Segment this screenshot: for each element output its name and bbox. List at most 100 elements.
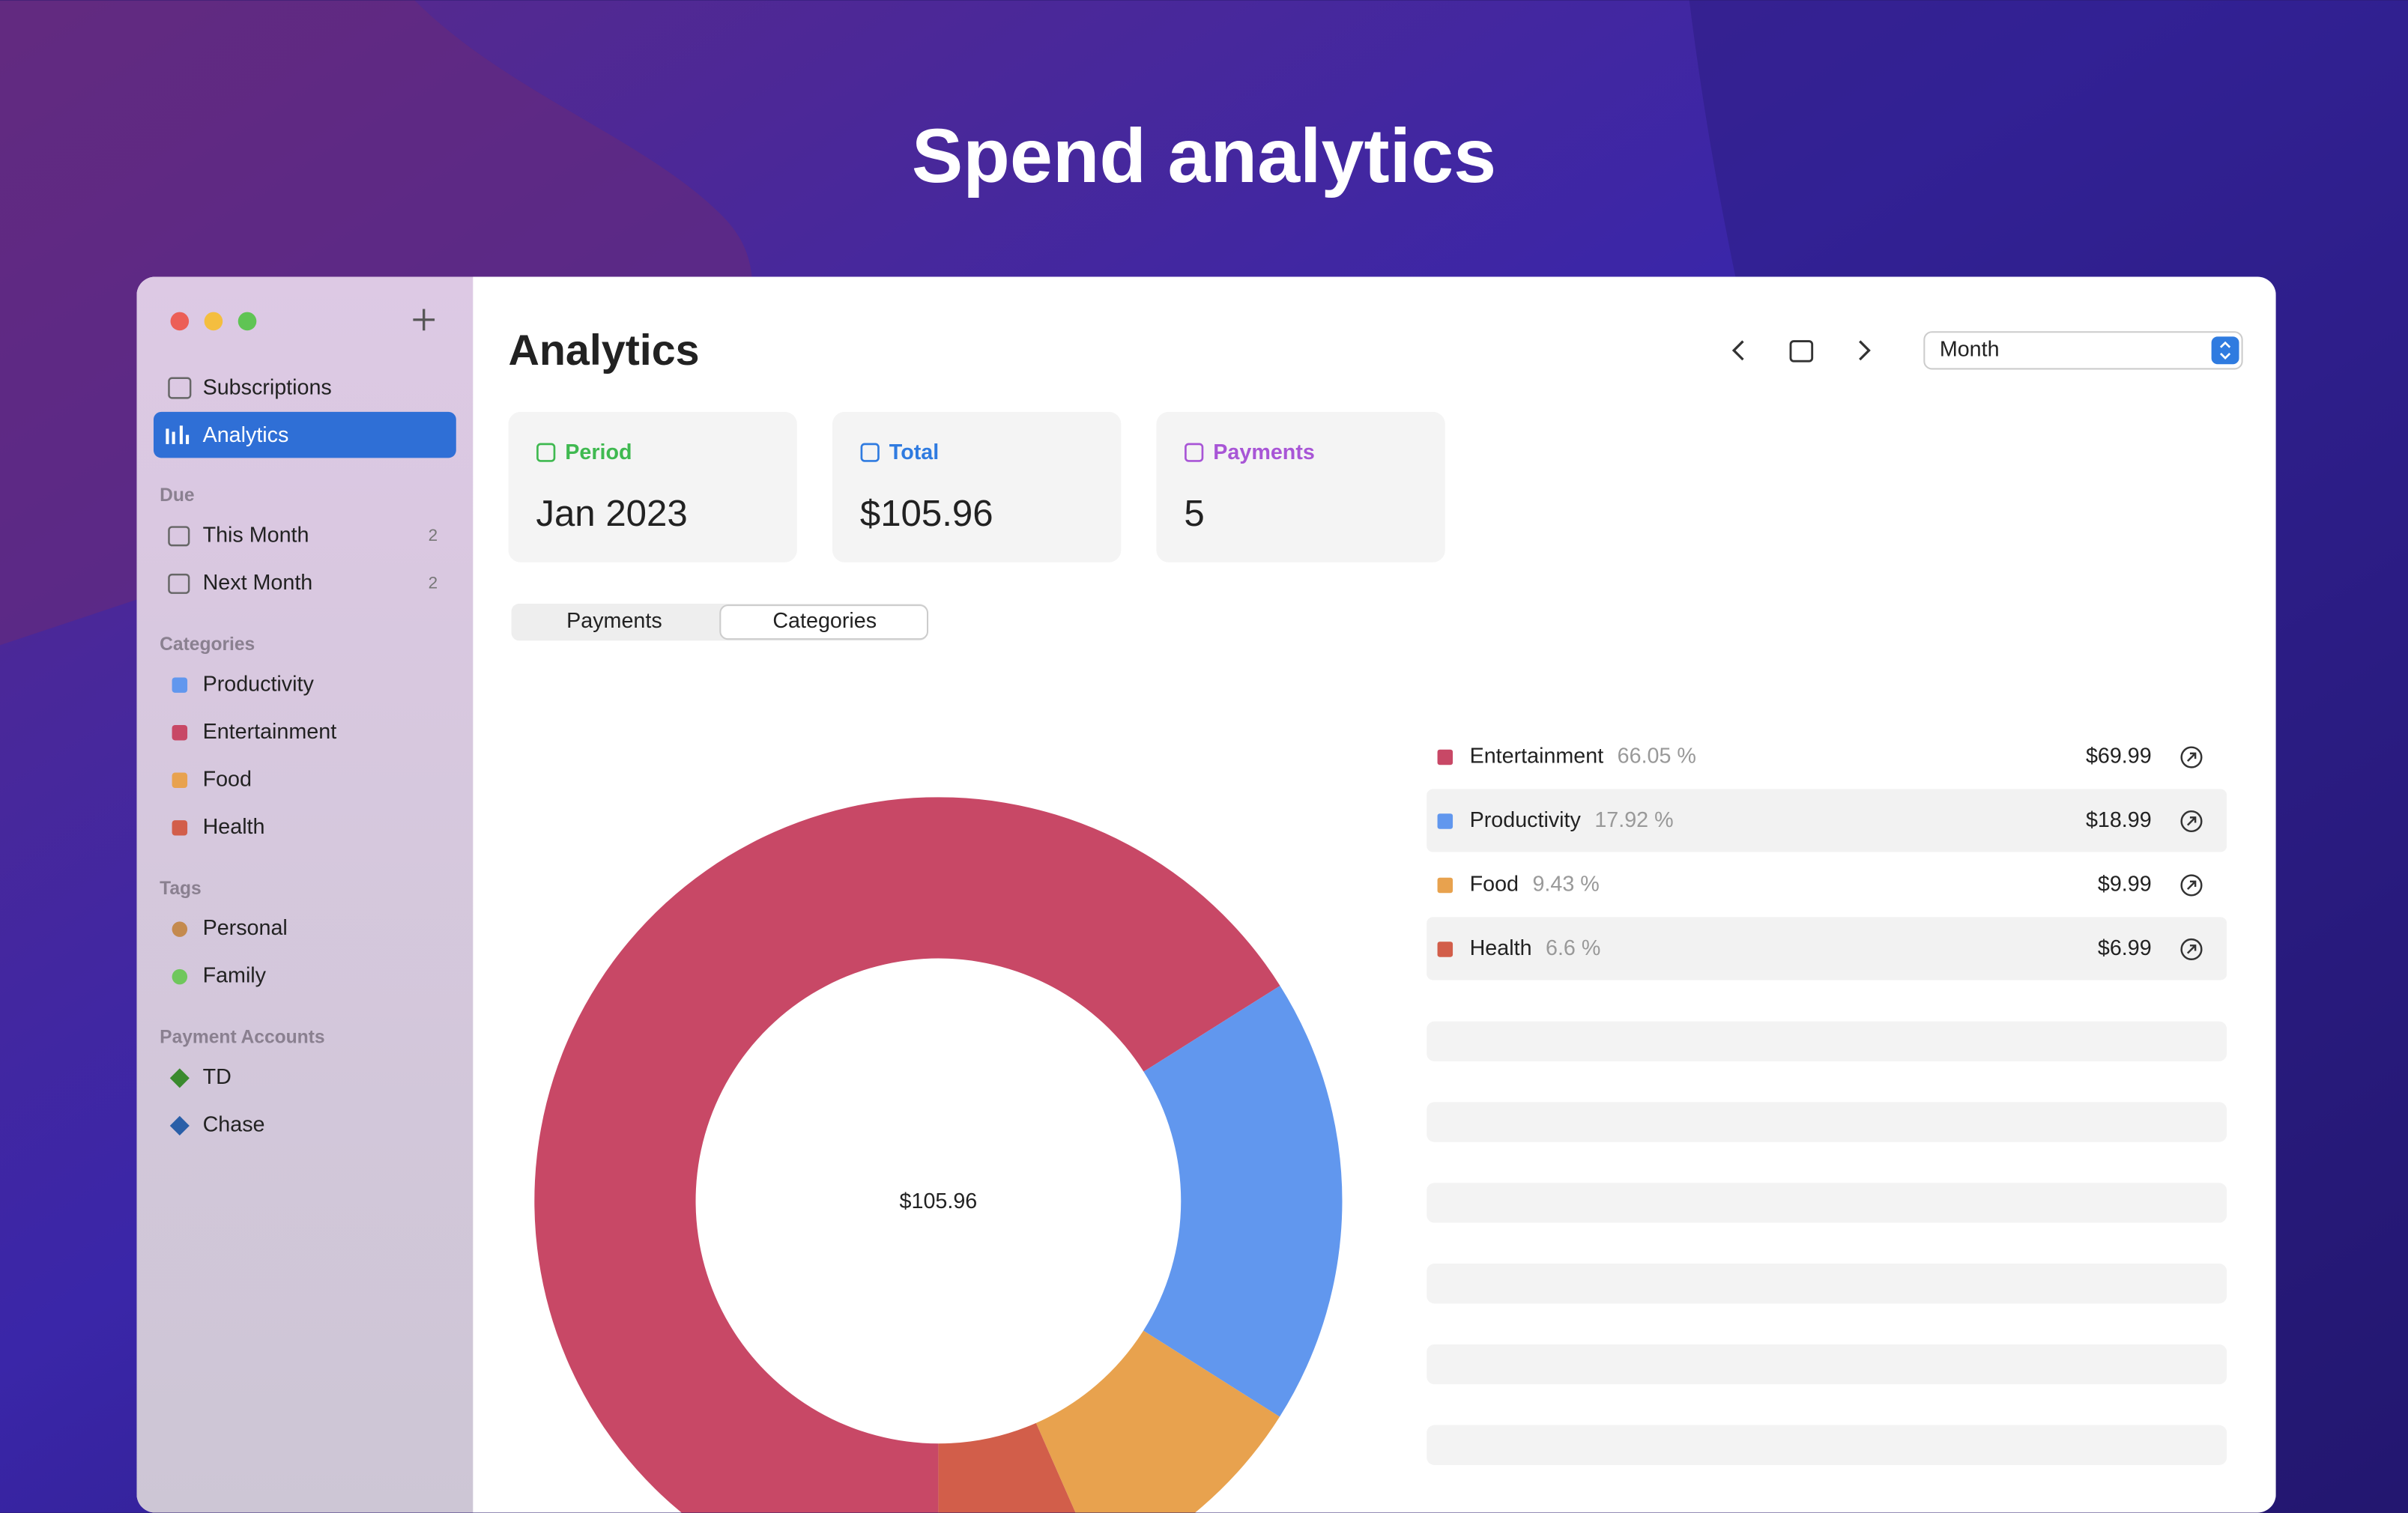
- sidebar-item[interactable]: Entertainment: [203, 720, 337, 744]
- donut-slice: [534, 797, 1280, 1513]
- selected-row: [153, 411, 456, 458]
- legend-percent: 66.05 %: [1618, 745, 1696, 768]
- stat-card: [508, 411, 797, 563]
- open-button[interactable]: [2180, 810, 2203, 833]
- calendar-icon: [168, 573, 190, 594]
- legend-name[interactable]: Food: [1470, 873, 1519, 897]
- legend-swatch: [1437, 749, 1453, 765]
- legend-value: $18.99: [2086, 808, 2152, 832]
- segment-selected: [719, 604, 929, 640]
- select-arrows: [2211, 336, 2239, 365]
- cards: Period Jan 2023 Total $105.96 Payments 5: [508, 411, 1445, 563]
- sidebar-item[interactable]: Food: [203, 767, 252, 791]
- sidebar-item[interactable]: Next Month: [203, 571, 313, 595]
- section-title: Categories: [160, 634, 255, 655]
- stat-card: [1156, 411, 1445, 563]
- section-title: Due: [160, 485, 194, 506]
- tab[interactable]: Payments: [566, 609, 662, 633]
- add-button[interactable]: [413, 309, 435, 331]
- sidebar-item[interactable]: Personal: [203, 916, 288, 940]
- open-button-arrow: [2186, 752, 2197, 762]
- item-count: 2: [429, 526, 438, 545]
- open-button[interactable]: [2180, 938, 2203, 961]
- placeholder-row: [1427, 1344, 2227, 1385]
- sidebar: [136, 276, 474, 1513]
- placeholder-rows: [1427, 1021, 2227, 1465]
- legend-swatch: [1437, 877, 1453, 894]
- section-title: Tags: [160, 879, 202, 899]
- placeholder-row: [1427, 1102, 2227, 1142]
- donut-chart: [534, 797, 1343, 1513]
- section-title: Payment Accounts: [160, 1028, 324, 1048]
- close-button[interactable]: [170, 312, 190, 331]
- stat-card: [832, 411, 1122, 563]
- donut-slice: [1143, 986, 1343, 1417]
- open-button[interactable]: [2180, 874, 2203, 897]
- prev-button[interactable]: [1731, 340, 1744, 361]
- sidebar-item[interactable]: Health: [203, 815, 265, 839]
- next-button[interactable]: [1859, 340, 1871, 361]
- sidebar-sections: Due This Month 2 Next Month 2 Categories Produ…: [160, 485, 438, 1136]
- select-arrows-glyph: [2219, 341, 2231, 360]
- card-label: Period: [565, 440, 632, 464]
- analytics-icon: [166, 425, 190, 444]
- card-icon: [1185, 443, 1204, 462]
- tab[interactable]: Categories: [772, 609, 877, 633]
- legend-row-bg: [1427, 789, 2227, 852]
- category-icon: [172, 724, 188, 741]
- card-value: 5: [1184, 493, 1204, 534]
- card-label: Total: [889, 440, 939, 464]
- legend-value: $69.99: [2086, 745, 2152, 768]
- legend-percent: 6.6 %: [1546, 936, 1600, 960]
- open-button-arrow: [2186, 945, 2197, 954]
- legend-swatch: [1437, 942, 1453, 957]
- legend-value: $9.99: [2098, 873, 2152, 897]
- zoom-button[interactable]: [238, 312, 257, 331]
- category-icon: [172, 677, 188, 693]
- category-icon: [172, 772, 188, 789]
- placeholder-row: [1427, 1021, 2227, 1061]
- legend-percent: 9.43 %: [1532, 873, 1599, 897]
- open-button-arrow: [2186, 880, 2197, 890]
- window: Subscriptions Analytics Due This Month 2 Ne…: [136, 276, 2276, 1513]
- category-icon: [172, 820, 188, 836]
- nav-item[interactable]: Analytics: [203, 423, 289, 447]
- legend: Entertainment 66.05 % $69.99 Productivity 17…: [1427, 745, 2227, 980]
- open-button[interactable]: [2180, 746, 2203, 768]
- period-select[interactable]: [1923, 331, 2243, 370]
- card-value: Jan 2023: [536, 493, 687, 534]
- calendar-icon: [168, 526, 190, 547]
- card-icon: [860, 443, 880, 462]
- page-title: Analytics: [508, 327, 699, 375]
- sidebar-item[interactable]: This Month: [203, 523, 309, 547]
- card-label: Payments: [1213, 440, 1315, 464]
- calendar-button[interactable]: [1789, 340, 1814, 363]
- donut-slice: [938, 1422, 1101, 1513]
- minimize-button[interactable]: [204, 312, 223, 331]
- tag-icon: [172, 968, 188, 985]
- item-count: 2: [429, 573, 438, 592]
- hero-title: Spend analytics: [912, 112, 1496, 198]
- nav-item[interactable]: Subscriptions: [203, 376, 332, 400]
- period-select-label: Month: [1940, 337, 2000, 361]
- subscriptions-icon: [168, 377, 192, 399]
- open-button-arrow: [2186, 816, 2197, 826]
- donut-center-label: $105.96: [900, 1189, 978, 1213]
- legend-name[interactable]: Productivity: [1470, 808, 1582, 832]
- sidebar-item[interactable]: Family: [203, 964, 267, 988]
- legend-name[interactable]: Entertainment: [1470, 745, 1604, 768]
- card-icon: [536, 443, 556, 462]
- legend-swatch: [1437, 813, 1453, 829]
- legend-percent: 17.92 %: [1594, 808, 1673, 832]
- legend-row-bg: [1427, 917, 2227, 980]
- sidebar-item[interactable]: Chase: [203, 1113, 265, 1137]
- legend-value: $6.99: [2098, 936, 2152, 960]
- sidebar-item[interactable]: TD: [203, 1065, 232, 1089]
- card-value: $105.96: [860, 493, 993, 534]
- placeholder-row: [1427, 1183, 2227, 1223]
- legend-name[interactable]: Health: [1470, 936, 1532, 960]
- sidebar-item[interactable]: Productivity: [203, 672, 315, 696]
